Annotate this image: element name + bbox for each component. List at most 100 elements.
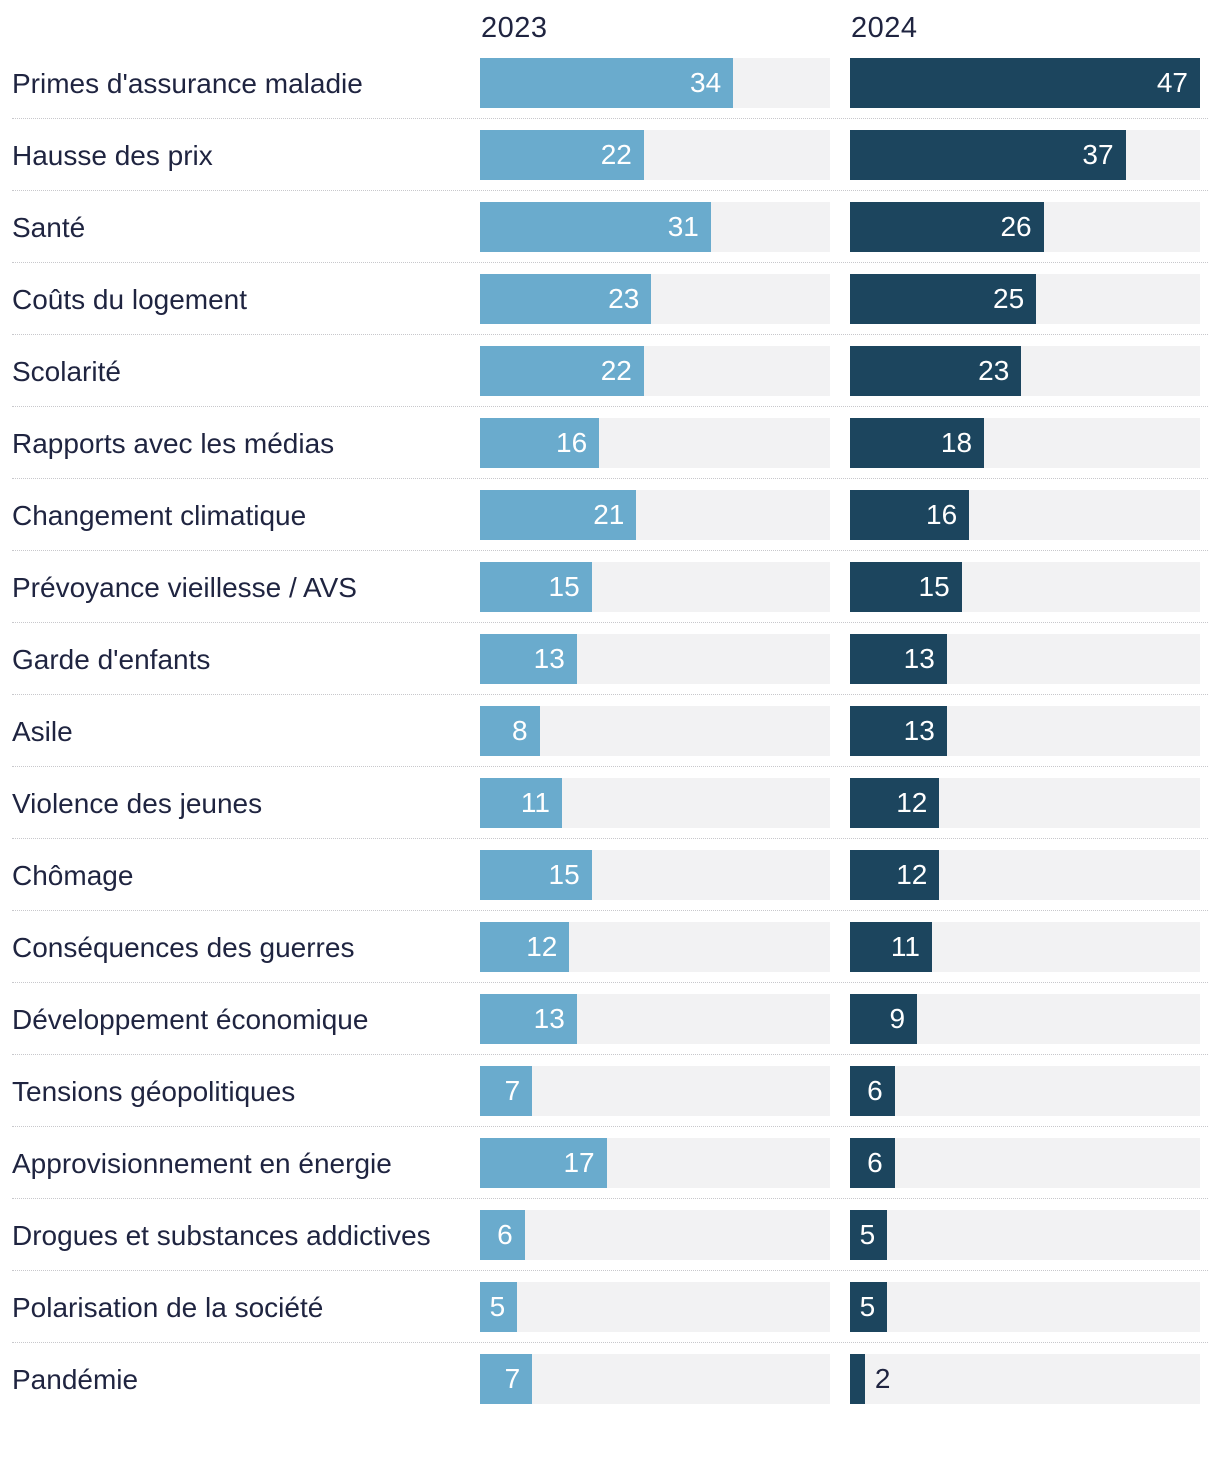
bar-2023 xyxy=(480,274,652,324)
chart-row: Garde d'enfants 13 13 xyxy=(12,576,1208,695)
category-label: Changement climatique xyxy=(12,500,307,531)
row-divider xyxy=(12,478,1208,479)
bar-2023 xyxy=(480,490,637,540)
bar-track-2024: 15 xyxy=(850,562,1200,612)
data-label-2023: 15 xyxy=(548,859,580,890)
data-label-2024: 2 xyxy=(874,1363,891,1394)
bar-2024 xyxy=(850,778,940,828)
bar-track-2023: 15 xyxy=(480,850,830,900)
bar-track-2024: 9 xyxy=(850,994,1200,1044)
row-divider xyxy=(12,118,1208,119)
bar-2024 xyxy=(850,202,1044,252)
data-label-2024: 47 xyxy=(1156,67,1188,98)
bar-2024 xyxy=(850,274,1037,324)
category-label: Hausse des prix xyxy=(12,140,213,171)
data-label-2024: 16 xyxy=(926,499,958,530)
data-label-2024: 6 xyxy=(867,1147,883,1178)
bar-2023 xyxy=(480,1354,533,1404)
category-label: Prévoyance vieillesse / AVS xyxy=(12,572,357,603)
bar-track-2023: 16 xyxy=(480,418,830,468)
bar-2024 xyxy=(850,58,1200,108)
bar-track-2023: 7 xyxy=(480,1354,830,1404)
data-label-2023: 13 xyxy=(533,1003,565,1034)
row-divider xyxy=(12,334,1208,335)
bar-2024 xyxy=(850,922,932,972)
column-header-2024: 2024 xyxy=(851,12,918,44)
bar-2023 xyxy=(480,58,734,108)
category-label: Conséquences des guerres xyxy=(12,932,355,963)
row-divider xyxy=(12,1198,1208,1199)
data-label-2024: 15 xyxy=(918,571,950,602)
bar-2023 xyxy=(480,922,570,972)
chart-row: Changement climatique 21 16 xyxy=(12,432,1208,551)
bar-2023 xyxy=(480,418,600,468)
category-label: Coûts du logement xyxy=(12,284,248,315)
row-divider xyxy=(12,190,1208,191)
chart-row: Scolarité 22 23 xyxy=(12,288,1208,407)
bar-2024 xyxy=(850,1354,865,1404)
category-label: Tensions géopolitiques xyxy=(12,1076,296,1107)
data-label-2024: 9 xyxy=(889,1003,906,1034)
bar-2024 xyxy=(850,634,947,684)
chart-row: Prévoyance vieillesse / AVS 15 15 xyxy=(12,504,1208,623)
bar-track-2024: 16 xyxy=(850,490,1200,540)
data-label-2024: 13 xyxy=(903,715,935,746)
bar-track-2024: 6 xyxy=(850,1066,1200,1116)
bar-2023 xyxy=(480,346,644,396)
bar-2023 xyxy=(480,778,562,828)
column-header-2023: 2023 xyxy=(481,12,548,44)
data-label-2024: 26 xyxy=(1000,211,1032,242)
chart-row: Chômage 15 12 xyxy=(12,792,1208,911)
bar-track-2023: 11 xyxy=(480,778,830,828)
category-label: Primes d'assurance maladie xyxy=(12,68,363,99)
data-label-2024: 5 xyxy=(859,1291,876,1322)
data-label-2023: 31 xyxy=(667,211,699,242)
chart-row: Hausse des prix 22 37 xyxy=(12,72,1208,191)
bar-2024 xyxy=(850,130,1126,180)
bar-track-2023: 13 xyxy=(480,634,830,684)
bar-track-2024: 12 xyxy=(850,778,1200,828)
chart-row: Violence des jeunes 11 12 xyxy=(12,720,1208,839)
bar-track-2024: 13 xyxy=(850,634,1200,684)
data-label-2023: 13 xyxy=(533,643,565,674)
bar-2023 xyxy=(480,634,577,684)
data-label-2024: 25 xyxy=(993,283,1025,314)
data-label-2023: 11 xyxy=(520,787,550,818)
data-label-2023: 7 xyxy=(504,1075,521,1106)
row-divider xyxy=(12,262,1208,263)
category-label: Asile xyxy=(12,716,73,747)
data-label-2023: 15 xyxy=(548,571,580,602)
bar-2023 xyxy=(480,994,577,1044)
category-label: Drogues et substances addictives xyxy=(12,1220,431,1251)
data-label-2023: 16 xyxy=(556,427,588,458)
bar-2023 xyxy=(480,1210,525,1260)
bar-track-2023: 22 xyxy=(480,346,830,396)
bar-2023 xyxy=(480,130,644,180)
bar-2023 xyxy=(480,562,592,612)
row-divider xyxy=(12,622,1208,623)
bar-2024 xyxy=(850,850,940,900)
bar-track-2024: 18 xyxy=(850,418,1200,468)
bar-track-2024: 5 xyxy=(850,1282,1200,1332)
bar-2024 xyxy=(850,706,947,756)
category-label: Santé xyxy=(12,212,86,243)
row-divider xyxy=(12,838,1208,839)
data-label-2024: 11 xyxy=(890,931,920,962)
data-label-2024: 5 xyxy=(859,1219,876,1250)
bar-2024 xyxy=(850,1138,895,1188)
category-label: Garde d'enfants xyxy=(12,644,211,675)
data-label-2024: 6 xyxy=(867,1075,883,1106)
bar-track-2024: 11 xyxy=(850,922,1200,972)
row-divider xyxy=(12,550,1208,551)
bar-track-2024: 12 xyxy=(850,850,1200,900)
bar-track-2024: 23 xyxy=(850,346,1200,396)
data-label-2023: 21 xyxy=(593,499,625,530)
bar-track-2023: 5 xyxy=(480,1282,830,1332)
chart-row: Asile 8 13 xyxy=(12,648,1208,767)
bar-track-2024: 26 xyxy=(850,202,1200,252)
bar-track-2024: 37 xyxy=(850,130,1200,180)
bar-track-2023: 34 xyxy=(480,58,830,108)
bar-2024 xyxy=(850,1066,895,1116)
row-divider xyxy=(12,1270,1208,1271)
bar-2024 xyxy=(850,346,1022,396)
